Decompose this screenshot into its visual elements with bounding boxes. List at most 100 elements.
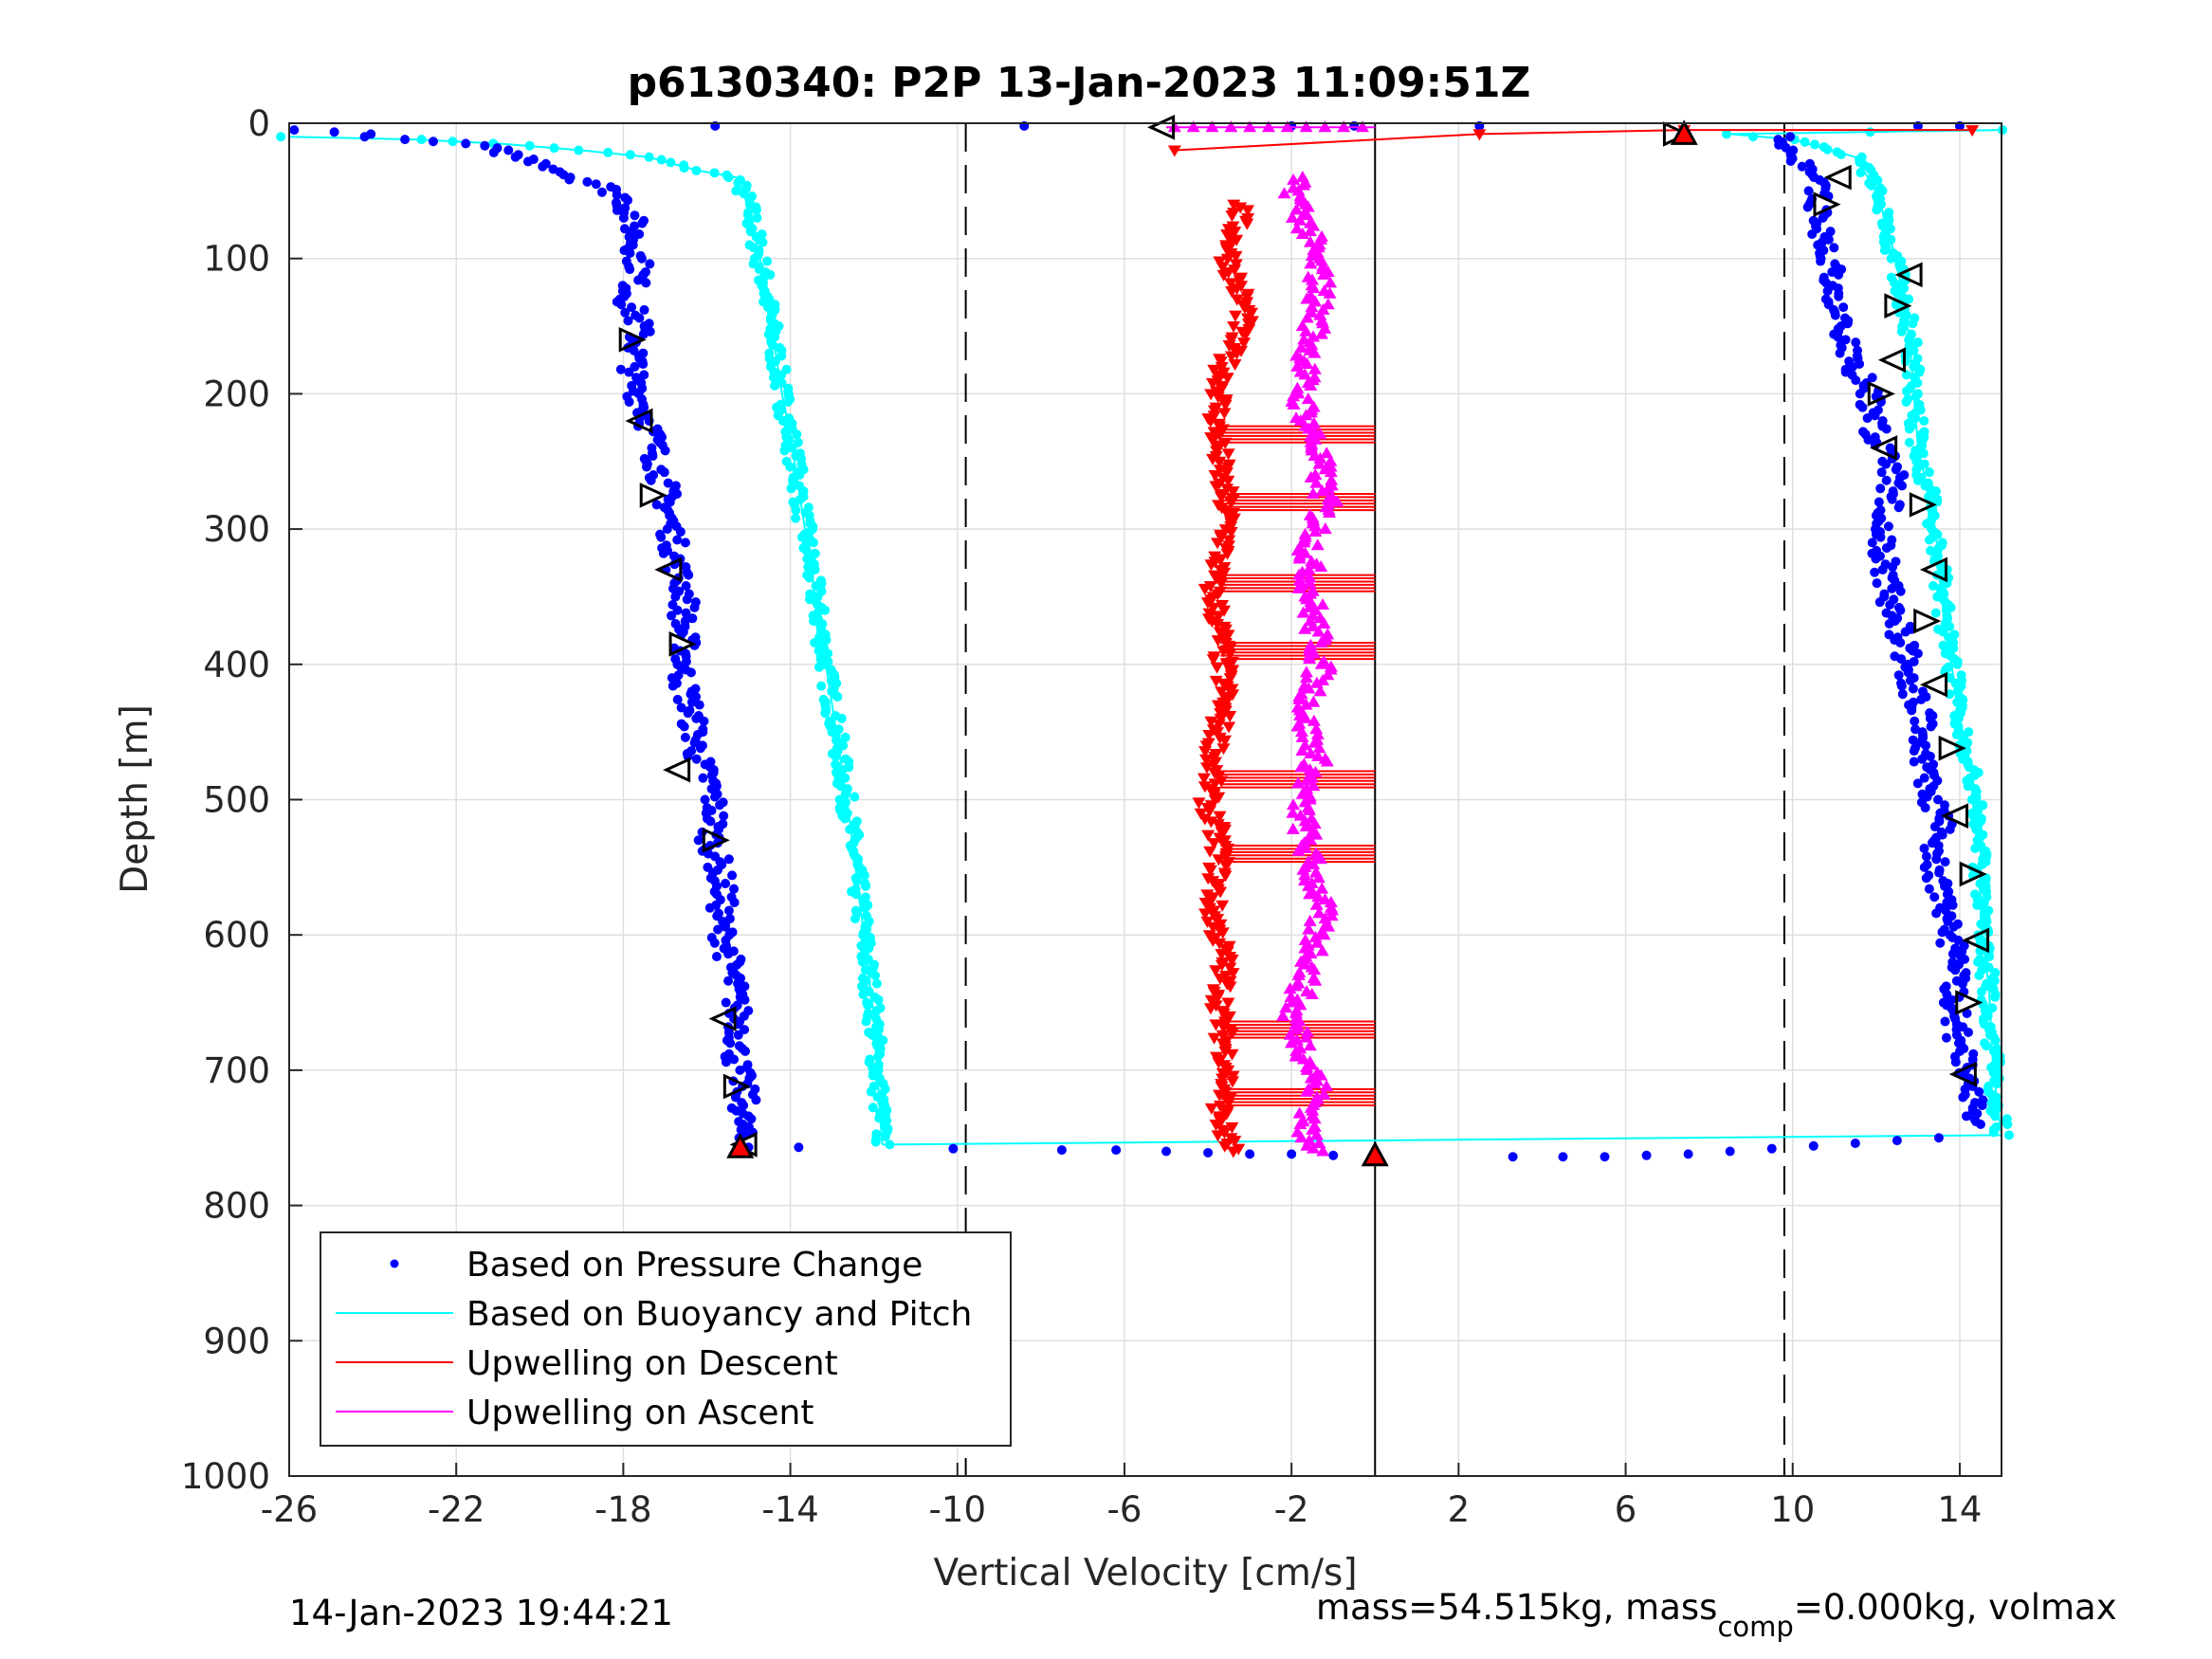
upwelling-descent-point [1197,583,1212,595]
upwelling-descent-point [1221,997,1235,1010]
annotation-triangle [663,757,691,783]
upwelling-ascent-point [1303,652,1317,665]
buoyancy-point [574,145,584,155]
buoyancy-point [1885,224,1895,234]
pressure-point [1978,1095,1988,1105]
upwelling-ascent-point [1307,817,1322,830]
upwelling-ascent-point [1295,787,1309,799]
pressure-point [713,924,723,935]
upwelling-descent-point [1223,673,1237,685]
upwelling-ascent-point [1304,595,1318,608]
pressure-point [1919,773,1929,783]
pressure-point [740,1046,751,1056]
pressure-point [683,708,693,719]
buoyancy-point [1987,1003,1998,1013]
upwelling-ascent-point [1303,887,1317,900]
x-tick-label: -6 [1107,1489,1143,1530]
upwelling-ascent-point [1309,898,1324,910]
pressure-point [1825,227,1836,237]
upwelling-descent-point [1216,900,1230,912]
upwelling-ascent-point [1294,725,1308,738]
upwelling-ascent-point [1304,470,1318,483]
upwelling-ascent-point [1330,495,1344,507]
upwelling-ascent-point [1306,486,1320,499]
pressure-point [1161,1146,1172,1157]
upwelling-ascent-point [1261,120,1275,133]
pressure-point [691,713,702,723]
buoyancy-point [870,971,881,981]
legend-label-upwelling-ascent: Upwelling on Ascent [466,1394,814,1432]
upwelling-ascent-point [1298,622,1312,634]
buoyancy-point [1964,727,1974,738]
upwelling-descent-point [1211,538,1225,550]
upwelling-ascent-point [1325,903,1340,916]
buoyancy-point [1886,272,1896,283]
pressure-point [1788,145,1799,155]
pressure-point [658,548,668,558]
buoyancy-point [1981,873,1991,884]
pressure-point [721,997,731,1008]
upwelling-ascent-point [1295,228,1309,240]
pressure-point [672,535,683,545]
upwelling-descent-point [1472,129,1487,141]
upwelling-descent-point [1223,981,1237,994]
buoyancy-point [1748,132,1759,142]
buoyancy-point [767,340,777,351]
upwelling-descent-point [1201,830,1216,842]
pressure-point [1893,670,1904,681]
upwelling-ascent-point [1307,1141,1321,1154]
upwelling-descent-point [1218,870,1233,883]
upwelling-descent-point [1197,773,1211,785]
pressure-point [1919,843,1929,853]
buoyancy-point [863,1000,873,1011]
upwelling-ascent-point [1324,276,1338,288]
pressure-point [1876,467,1887,478]
upwelling-ascent-point [1313,684,1327,697]
buoyancy-point [1901,370,1911,380]
pressure-point [681,608,691,618]
upwelling-ascent-point [1286,822,1300,834]
upwelling-descent-point [1207,1032,1221,1045]
x-tick-label: 6 [1615,1489,1637,1530]
upwelling-descent-point [1228,310,1242,322]
pressure-point [723,975,734,986]
pressure-point [1905,621,1915,631]
pressure-point [522,156,533,167]
annotation-triangle [1955,990,1983,1015]
pressure-point [1910,716,1920,726]
pressure-point [1910,724,1921,735]
upwelling-ascent-point [1297,178,1311,191]
pressure-point [1725,1146,1735,1157]
pressure-point [676,702,686,713]
pressure-point [633,275,644,285]
buoyancy-point [1832,147,1842,157]
upwelling-descent-point [1216,743,1231,756]
y-tick-label: 500 [203,780,270,821]
pressure-point [1910,640,1920,650]
upwelling-ascent-point [1283,1028,1297,1040]
upwelling-descent-point [1224,351,1238,363]
pressure-point [719,811,729,821]
upwelling-ascent-point [1287,798,1301,811]
pressure-point [1884,629,1894,640]
buoyancy-point [1800,137,1810,147]
upwelling-ascent-point [1303,1039,1317,1051]
buoyancy-point [1919,415,1929,426]
upwelling-ascent-point [1291,581,1306,593]
pressure-point [715,800,725,811]
buoyancy-point [820,708,831,719]
upwelling-descent-surface-line [1174,129,1973,152]
upwelling-ascent-point [1295,730,1309,742]
upwelling-ascent-point [1205,120,1219,133]
buoyancy-point [840,813,850,824]
buoyancy-point [783,396,794,407]
buoyancy-point [831,759,841,770]
buoyancy-point [1912,337,1923,348]
buoyancy-point [1970,784,1981,794]
annotation-triangle [639,483,667,508]
buoyancy-point [276,132,286,142]
buoyancy-point [850,914,861,924]
upwelling-ascent-point [1316,1144,1330,1157]
upwelling-ascent-point [1307,963,1322,975]
buoyancy-point [1944,662,1954,672]
